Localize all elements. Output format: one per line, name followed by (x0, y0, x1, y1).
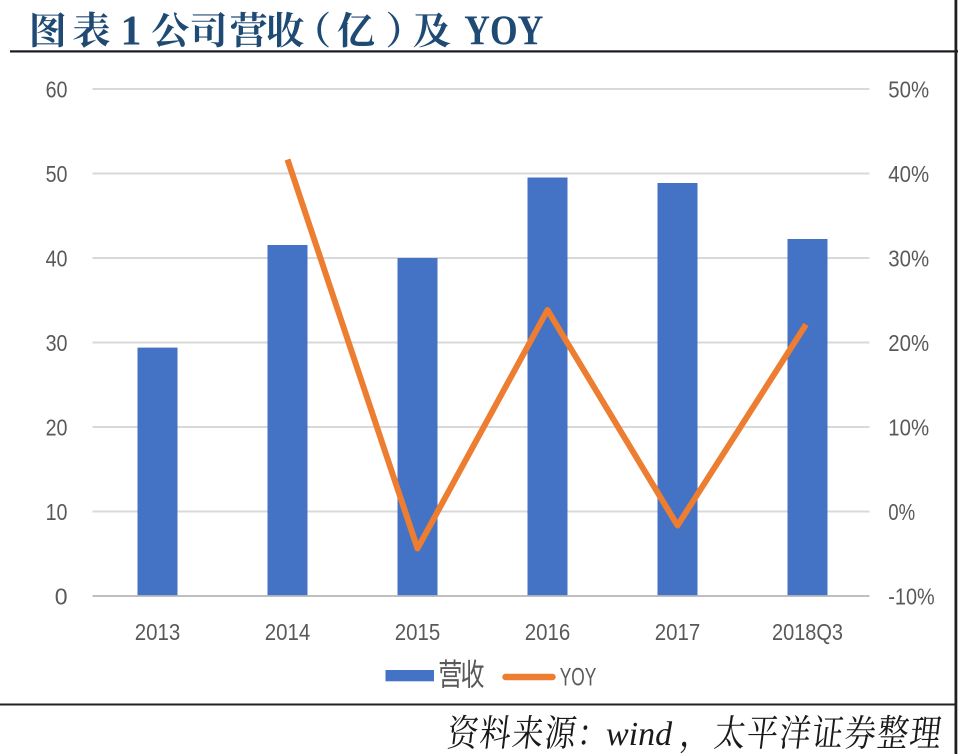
svg-text:40%: 40% (888, 161, 929, 187)
svg-text:0: 0 (55, 583, 68, 609)
svg-text:0%: 0% (888, 499, 915, 525)
svg-text:2013: 2013 (135, 619, 181, 645)
svg-text:40: 40 (46, 245, 68, 271)
svg-text:50: 50 (46, 161, 68, 187)
svg-text:30: 30 (46, 330, 68, 356)
svg-text:YOY: YOY (464, 8, 543, 54)
svg-text:2016: 2016 (525, 619, 571, 645)
svg-text:30%: 30% (888, 245, 929, 271)
svg-text:2018Q3: 2018Q3 (772, 619, 843, 645)
svg-text:wind: wind (606, 716, 673, 753)
svg-text:20: 20 (46, 414, 68, 440)
svg-text:-10%: -10% (888, 583, 934, 609)
svg-text:2014: 2014 (265, 619, 311, 645)
svg-text:50%: 50% (888, 76, 929, 102)
svg-text:60: 60 (46, 76, 68, 102)
svg-text:10%: 10% (888, 414, 929, 440)
svg-text:20%: 20% (888, 330, 929, 356)
svg-text:10: 10 (46, 499, 68, 525)
svg-text:YOY: YOY (560, 664, 597, 692)
svg-text:1: 1 (121, 8, 142, 54)
svg-text:2017: 2017 (655, 619, 701, 645)
svg-text:2015: 2015 (395, 619, 441, 645)
